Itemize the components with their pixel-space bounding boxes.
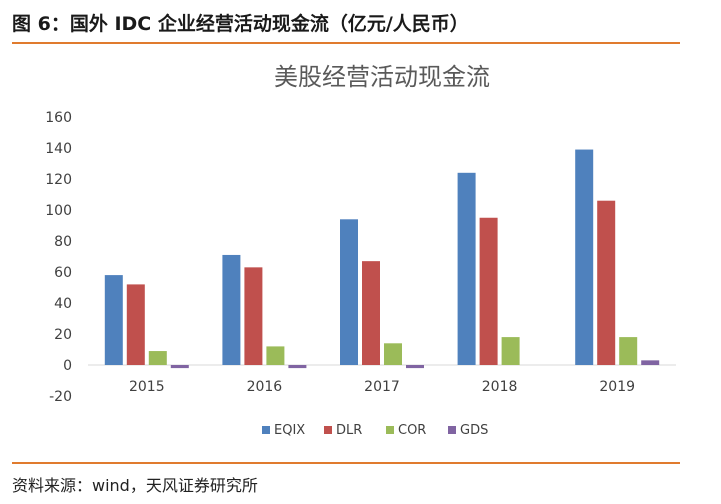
bar-cor-2016 — [266, 346, 285, 365]
bar-cor-2017 — [384, 343, 402, 365]
x-tick-label: 2016 — [247, 379, 283, 395]
legend-swatch-gds — [448, 426, 456, 434]
header-rule — [12, 42, 680, 44]
y-tick-label: 80 — [54, 234, 72, 250]
bar-cor-2019 — [619, 337, 638, 365]
y-tick-label: 40 — [54, 296, 72, 312]
y-tick-label: 0 — [63, 358, 72, 374]
y-tick-label: 20 — [54, 327, 72, 343]
legend-label-gds: GDS — [460, 423, 488, 438]
bar-dlr-2018 — [479, 217, 498, 365]
figure-caption: 图 6：国外 IDC 企业经营活动现金流（亿元/人民币） — [12, 13, 469, 35]
legend-swatch-dlr — [324, 426, 332, 434]
legend-swatch-eqix — [262, 426, 270, 434]
bar-dlr-2019 — [597, 200, 616, 365]
x-tick-label: 2017 — [364, 379, 400, 395]
bar-gds-2017 — [406, 365, 424, 369]
legend-label-cor: COR — [398, 423, 426, 438]
y-tick-label: 120 — [45, 172, 72, 188]
bar-cor-2018 — [501, 337, 520, 365]
x-tick-label: 2019 — [599, 379, 635, 395]
bar-gds-2015 — [170, 365, 189, 369]
figure-header: 图 6：国外 IDC 企业经营活动现金流（亿元/人民币） — [0, 0, 721, 44]
y-tick-label: -20 — [49, 389, 72, 405]
legend-label-eqix: EQIX — [274, 423, 305, 438]
legend-label-dlr: DLR — [336, 423, 362, 438]
y-tick-label: 60 — [54, 265, 72, 281]
bar-eqix-2017 — [340, 219, 358, 365]
y-tick-label: 160 — [45, 110, 72, 126]
bar-gds-2016 — [288, 365, 307, 369]
bar-eqix-2019 — [575, 149, 594, 365]
bar-gds-2019 — [641, 360, 660, 365]
bar-dlr-2017 — [362, 261, 380, 365]
y-tick-label: 100 — [45, 203, 72, 219]
footer-rule — [12, 462, 680, 464]
bar-dlr-2015 — [126, 284, 145, 365]
source-note: 资料来源：wind，天风证券研究所 — [12, 476, 258, 495]
bar-cor-2015 — [148, 351, 167, 365]
chart-title: 美股经营活动现金流 — [274, 63, 490, 91]
bar-eqix-2015 — [104, 275, 123, 365]
legend-swatch-cor — [386, 426, 394, 434]
x-tick-label: 2018 — [482, 379, 518, 395]
x-tick-label: 2015 — [129, 379, 165, 395]
bar-chart: 美股经营活动现金流 -20 0 20 40 60 80 100 120 140 160 2015 201… — [45, 63, 676, 438]
y-tick-label: 140 — [45, 141, 72, 157]
bar-eqix-2016 — [222, 254, 241, 365]
bar-dlr-2016 — [244, 267, 263, 365]
bar-eqix-2018 — [457, 172, 476, 365]
